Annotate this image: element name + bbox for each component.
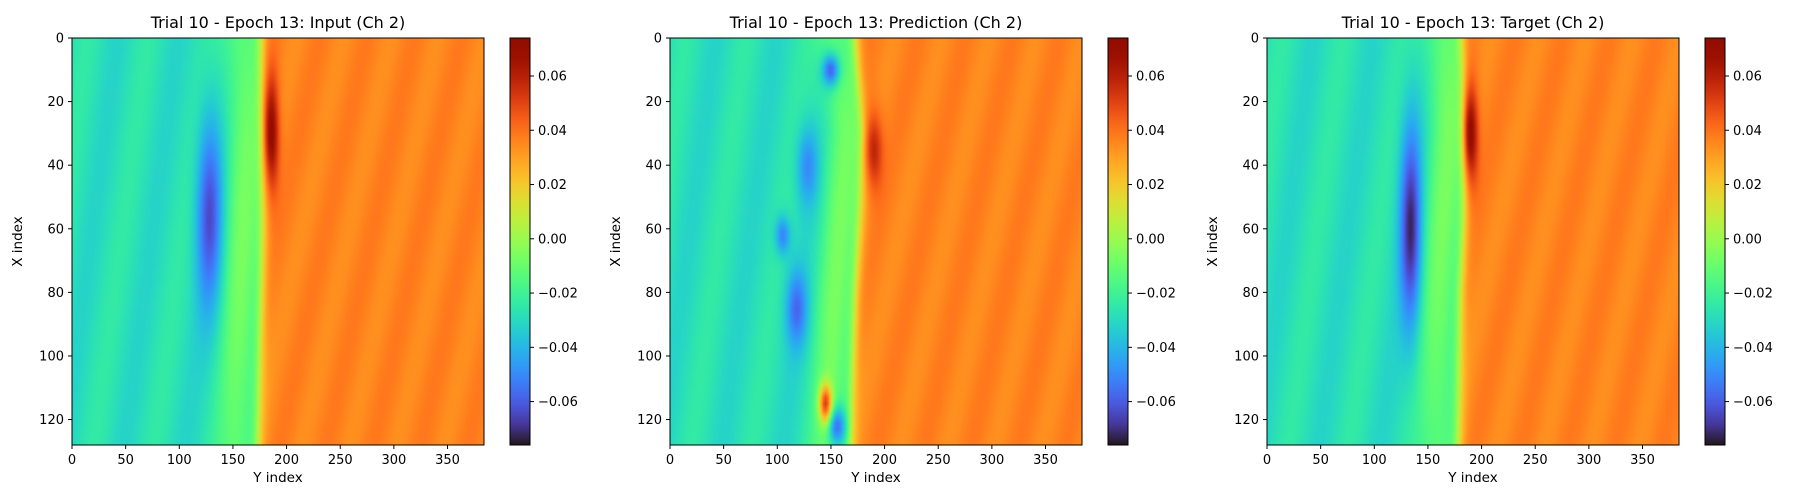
y-axis-label: X index: [1205, 216, 1221, 266]
x-tick-label: 350: [1630, 453, 1655, 468]
x-tick-label: 350: [1033, 453, 1058, 468]
plot-frame: [71, 37, 485, 446]
y-tick-label: 60: [47, 222, 64, 237]
x-tick-label: 300: [381, 453, 406, 468]
y-tick-label: 40: [47, 159, 64, 174]
x-tick-label: 250: [926, 453, 951, 468]
colorbar-tick-label: 0.02: [1136, 178, 1165, 193]
x-tick-label: 250: [328, 453, 353, 468]
x-tick-label: 100: [167, 453, 192, 468]
colorbar-tick-label: −0.06: [538, 395, 578, 410]
x-tick-label: 50: [715, 453, 732, 468]
x-tick-label: 150: [819, 453, 844, 468]
heatmap-image: [72, 38, 484, 445]
colorbar-tick-label: −0.04: [1733, 341, 1773, 356]
colorbar-tick-label: 0.00: [538, 232, 567, 247]
x-tick-label: 0: [1263, 453, 1271, 468]
x-tick-label: 100: [1362, 453, 1387, 468]
y-tick-label: 80: [47, 286, 64, 301]
panel-title: Trial 10 - Epoch 13: Prediction (Ch 2): [729, 13, 1023, 32]
plot-frame: [669, 37, 1083, 446]
y-tick-label: 0: [654, 32, 662, 47]
colorbar-tick-label: 0.04: [1136, 124, 1165, 139]
colorbar-tick-label: 0.06: [1733, 69, 1762, 84]
colorbar-tick-label: 0.02: [1733, 178, 1762, 193]
colorbar: [510, 38, 530, 445]
x-tick-label: 100: [765, 453, 790, 468]
x-tick-label: 300: [1576, 453, 1601, 468]
y-tick-label: 60: [1242, 222, 1259, 237]
y-tick-label: 100: [39, 349, 64, 364]
heatmap-image: [1267, 38, 1679, 445]
x-axis-label: Y index: [252, 470, 302, 486]
x-tick-label: 0: [666, 453, 674, 468]
x-axis-label: Y index: [850, 470, 900, 486]
colorbar-tick-label: −0.02: [1733, 287, 1773, 302]
colorbar-tick-label: 0.00: [1733, 232, 1762, 247]
y-axis-label: X index: [608, 216, 624, 266]
colorbar-frame: [1704, 37, 1726, 446]
x-tick-label: 50: [117, 453, 134, 468]
y-tick-label: 120: [39, 413, 64, 428]
colorbar-tick-label: −0.04: [1136, 341, 1176, 356]
y-tick-label: 20: [1242, 95, 1259, 110]
x-axis-label: Y index: [1447, 470, 1497, 486]
x-tick-label: 300: [979, 453, 1004, 468]
colorbar-tick-label: 0.00: [1136, 232, 1165, 247]
panel-title: Trial 10 - Epoch 13: Target (Ch 2): [1341, 13, 1605, 32]
y-tick-label: 0: [56, 32, 64, 47]
x-tick-label: 200: [1469, 453, 1494, 468]
x-tick-label: 200: [872, 453, 897, 468]
y-tick-label: 40: [645, 159, 662, 174]
y-axis-label: X index: [10, 216, 26, 266]
y-tick-label: 0: [1251, 32, 1259, 47]
panel-target: Trial 10 - Epoch 13: Target (Ch 2) 0 50 10…: [1205, 13, 1773, 486]
x-tick-label: 200: [274, 453, 299, 468]
colorbar-tick-label: −0.06: [1136, 395, 1176, 410]
panel-title: Trial 10 - Epoch 13: Input (Ch 2): [150, 13, 406, 32]
colorbar-tick-label: 0.02: [538, 178, 567, 193]
panel-input: Trial 10 - Epoch 13: Input (Ch 2) 0 50 100…: [10, 13, 578, 486]
y-tick-label: 80: [1242, 286, 1259, 301]
x-tick-label: 250: [1523, 453, 1548, 468]
y-tick-label: 40: [1242, 159, 1259, 174]
x-tick-label: 350: [435, 453, 460, 468]
colorbar-tick-label: −0.02: [538, 287, 578, 302]
colorbar-frame: [509, 37, 531, 446]
x-tick-label: 150: [221, 453, 246, 468]
colorbar-tick-label: −0.04: [538, 341, 578, 356]
colorbar-tick-label: −0.02: [1136, 287, 1176, 302]
x-tick-label: 50: [1312, 453, 1329, 468]
colorbar-tick-label: 0.06: [538, 69, 567, 84]
x-tick-label: 150: [1416, 453, 1441, 468]
x-tick-label: 0: [68, 453, 76, 468]
colorbar: [1705, 38, 1725, 445]
colorbar-tick-label: 0.04: [538, 124, 567, 139]
y-tick-label: 120: [637, 413, 662, 428]
y-tick-label: 20: [645, 95, 662, 110]
colorbar-tick-label: −0.06: [1733, 395, 1773, 410]
heatmap-image: [670, 38, 1082, 445]
y-tick-label: 100: [637, 349, 662, 364]
y-tick-label: 120: [1234, 413, 1259, 428]
colorbar-frame: [1107, 37, 1129, 446]
panel-prediction: Trial 10 - Epoch 13: Prediction (Ch 2) 0…: [608, 13, 1176, 486]
plot-frame: [1266, 37, 1680, 446]
colorbar-tick-label: 0.06: [1136, 69, 1165, 84]
y-tick-label: 100: [1234, 349, 1259, 364]
colorbar-tick-label: 0.04: [1733, 124, 1762, 139]
colorbar: [1108, 38, 1128, 445]
y-tick-label: 80: [645, 286, 662, 301]
y-tick-label: 20: [47, 95, 64, 110]
y-tick-label: 60: [645, 222, 662, 237]
